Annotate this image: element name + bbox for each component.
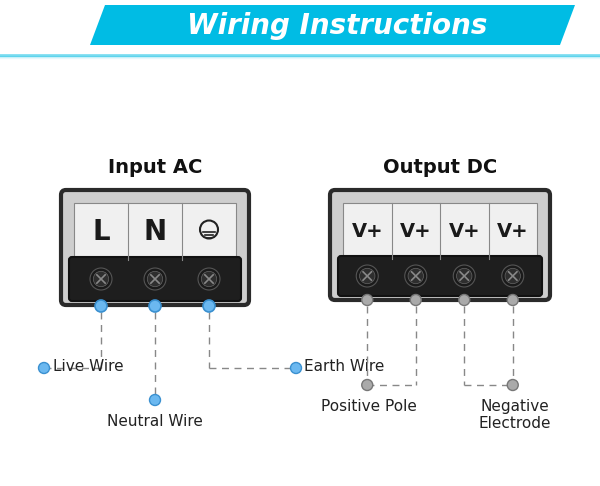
FancyBboxPatch shape [338, 256, 542, 296]
Text: N: N [143, 218, 167, 245]
Polygon shape [90, 5, 575, 45]
FancyBboxPatch shape [330, 190, 550, 300]
Text: Neutral Wire: Neutral Wire [107, 414, 203, 429]
Circle shape [453, 265, 475, 287]
Circle shape [149, 395, 161, 405]
Circle shape [502, 265, 524, 287]
Circle shape [507, 380, 518, 390]
Circle shape [90, 268, 112, 290]
FancyBboxPatch shape [343, 203, 537, 259]
FancyBboxPatch shape [61, 190, 249, 305]
Circle shape [459, 295, 470, 306]
Circle shape [507, 295, 518, 306]
Text: V+: V+ [400, 222, 431, 241]
Circle shape [505, 268, 520, 284]
Text: Output DC: Output DC [383, 158, 497, 177]
Text: Live Wire: Live Wire [53, 359, 124, 374]
Circle shape [290, 363, 302, 374]
Text: V+: V+ [497, 222, 529, 241]
Circle shape [362, 380, 373, 390]
FancyBboxPatch shape [69, 257, 241, 301]
Text: V+: V+ [448, 222, 480, 241]
Circle shape [95, 300, 107, 312]
Circle shape [408, 268, 424, 284]
Text: Negative
Electrode: Negative Electrode [479, 399, 551, 432]
Circle shape [356, 265, 378, 287]
Circle shape [457, 268, 472, 284]
Circle shape [198, 268, 220, 290]
Text: L: L [92, 218, 110, 245]
Text: Earth Wire: Earth Wire [304, 359, 385, 374]
FancyBboxPatch shape [74, 203, 236, 260]
Circle shape [362, 295, 373, 306]
Circle shape [38, 363, 49, 374]
Text: V+: V+ [352, 222, 383, 241]
Circle shape [202, 271, 217, 287]
Circle shape [144, 268, 166, 290]
Text: Input AC: Input AC [108, 158, 202, 177]
Circle shape [149, 300, 161, 312]
Circle shape [410, 295, 421, 306]
Circle shape [94, 271, 109, 287]
Circle shape [148, 271, 163, 287]
Text: Wiring Instructions: Wiring Instructions [187, 12, 488, 40]
Circle shape [359, 268, 375, 284]
Circle shape [203, 300, 215, 312]
Text: Positive Pole: Positive Pole [322, 399, 417, 414]
Circle shape [405, 265, 427, 287]
